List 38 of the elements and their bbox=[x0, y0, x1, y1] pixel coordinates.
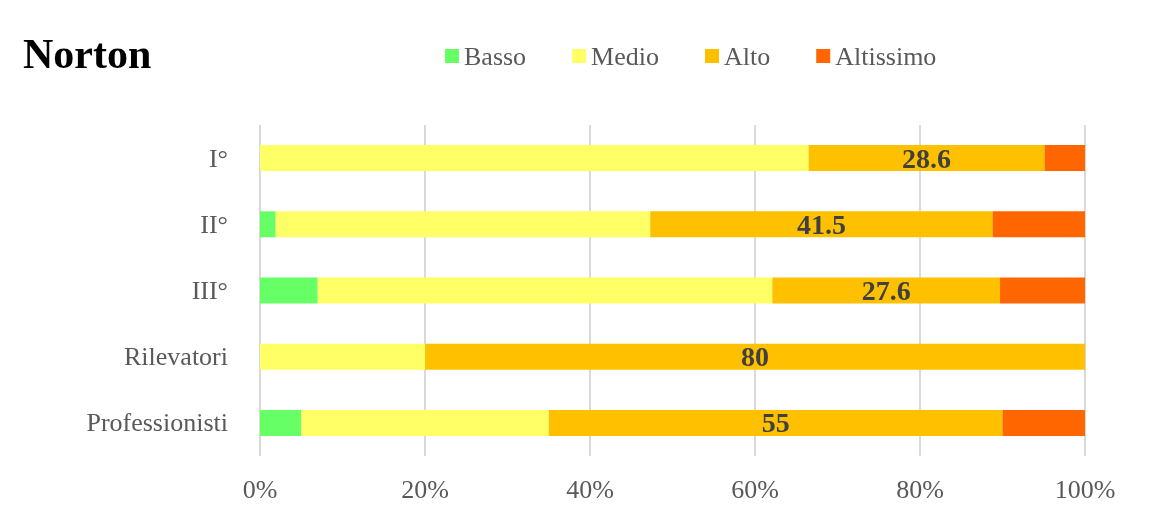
data-label: 55 bbox=[761, 407, 790, 439]
legend-label: Basso bbox=[464, 41, 527, 71]
bar bbox=[1000, 277, 1085, 304]
data-label: 28.6 bbox=[902, 142, 952, 174]
data-label: 41.5 bbox=[796, 208, 846, 240]
data-label: 27.6 bbox=[861, 275, 911, 306]
y-tick-label: Professionisti bbox=[86, 408, 228, 438]
bar bbox=[548, 409, 1003, 436]
x-tick-label: 60% bbox=[731, 474, 779, 504]
x-tick-label: 20% bbox=[401, 474, 449, 504]
bar bbox=[260, 343, 425, 370]
bar bbox=[260, 211, 276, 238]
bar bbox=[992, 211, 1085, 238]
bar bbox=[650, 211, 993, 238]
legend-label: Altissimo bbox=[835, 41, 937, 71]
bar bbox=[772, 277, 1001, 304]
bar bbox=[260, 409, 302, 436]
x-tick-label: 0% bbox=[242, 474, 278, 504]
bar bbox=[808, 145, 1045, 172]
x-tick-label: 100% bbox=[1054, 474, 1116, 504]
chart-title: Norton bbox=[23, 31, 152, 77]
bar bbox=[317, 277, 773, 304]
y-tick-label: II° bbox=[200, 209, 228, 239]
bar bbox=[260, 277, 318, 304]
x-tick-label: 40% bbox=[566, 474, 614, 504]
bar bbox=[1044, 145, 1085, 172]
data-label: 80 bbox=[741, 341, 769, 373]
bar bbox=[1002, 409, 1085, 436]
y-tick-label: I° bbox=[208, 143, 228, 173]
y-tick-label: Rilevatori bbox=[124, 342, 228, 372]
bar bbox=[425, 343, 1085, 370]
x-tick-label: 80% bbox=[896, 474, 944, 504]
y-tick-label: III° bbox=[191, 276, 228, 305]
bar bbox=[260, 145, 809, 172]
legend-label: Medio bbox=[591, 41, 660, 71]
legend-label: Alto bbox=[724, 41, 771, 71]
bar bbox=[275, 211, 651, 238]
bar bbox=[301, 409, 549, 436]
